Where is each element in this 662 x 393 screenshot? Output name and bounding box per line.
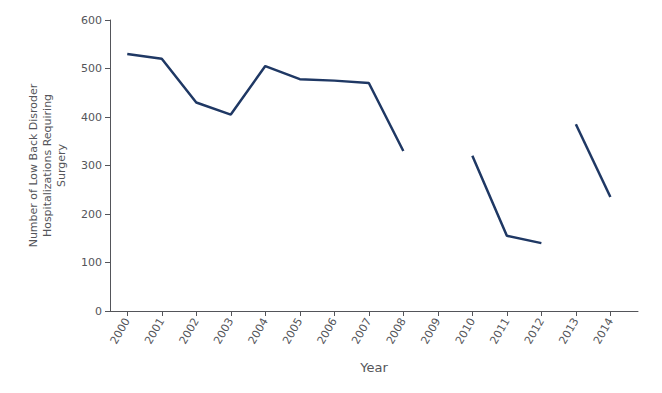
svg-text:2003: 2003 — [211, 316, 236, 347]
svg-text:200: 200 — [81, 208, 102, 221]
svg-text:2012: 2012 — [522, 316, 547, 347]
svg-text:2008: 2008 — [384, 316, 409, 347]
svg-text:2001: 2001 — [142, 316, 167, 347]
svg-text:2014: 2014 — [591, 316, 616, 347]
svg-text:2004: 2004 — [246, 316, 271, 347]
svg-text:2009: 2009 — [418, 316, 443, 347]
svg-text:2007: 2007 — [349, 316, 374, 347]
svg-text:2002: 2002 — [177, 316, 202, 347]
svg-text:100: 100 — [81, 256, 102, 269]
svg-text:400: 400 — [81, 111, 102, 124]
svg-text:2011: 2011 — [487, 316, 512, 347]
svg-text:Number of Low Back Disroder: Number of Low Back Disroder — [27, 83, 40, 247]
svg-text:0: 0 — [95, 305, 102, 318]
svg-text:600: 600 — [81, 14, 102, 27]
svg-text:2013: 2013 — [556, 316, 581, 347]
svg-text:300: 300 — [81, 159, 102, 172]
svg-text:2006: 2006 — [315, 316, 340, 347]
svg-text:2010: 2010 — [453, 316, 478, 347]
svg-text:2000: 2000 — [108, 316, 133, 347]
svg-text:Year: Year — [359, 360, 388, 375]
svg-text:Hospitalizations Requiring: Hospitalizations Requiring — [41, 94, 54, 237]
svg-text:Surgery: Surgery — [55, 143, 68, 187]
svg-text:2005: 2005 — [280, 316, 305, 347]
svg-text:500: 500 — [81, 62, 102, 75]
